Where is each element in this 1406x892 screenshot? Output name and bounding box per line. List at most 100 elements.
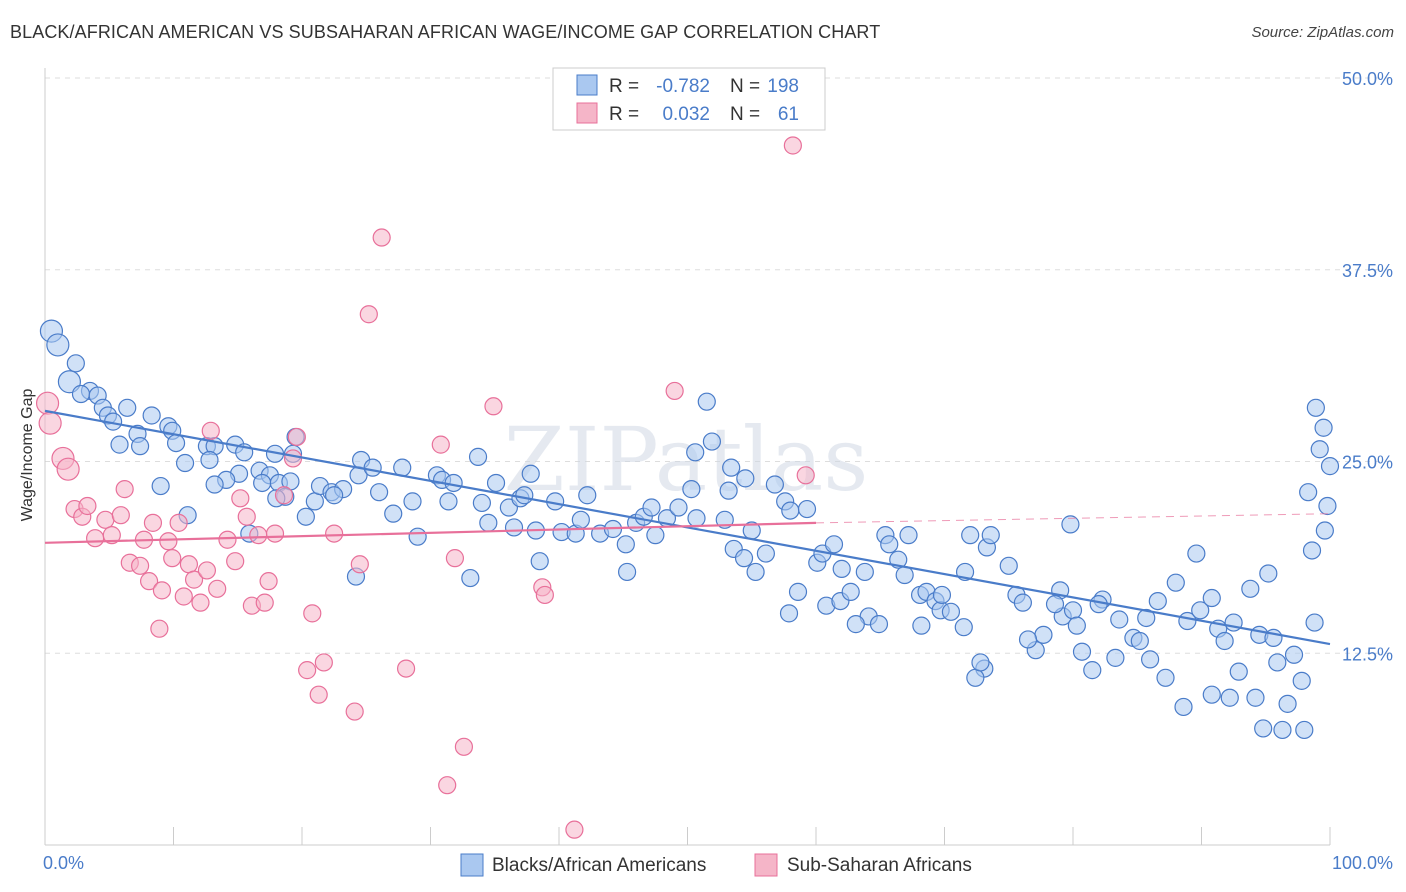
blacks-point-35 — [305, 492, 324, 511]
blacks-point-138 — [1130, 631, 1149, 651]
blacks-point-63 — [571, 510, 590, 529]
blacks-point-192 — [1273, 720, 1292, 740]
blacks-point-79 — [736, 469, 755, 488]
blacks-point-75 — [686, 443, 705, 462]
blacks-point-8 — [118, 398, 137, 417]
blacks-point-168 — [1306, 398, 1325, 417]
blacks-point-26 — [200, 450, 219, 470]
trend-line-subsaharan-extension — [815, 513, 1331, 524]
blacks-point-166 — [1320, 457, 1340, 476]
blacks-point-190 — [151, 476, 170, 496]
blacks-point-165 — [1310, 440, 1329, 459]
subsaharan-point-29 — [218, 530, 237, 549]
subsaharan-point-1 — [38, 411, 62, 435]
subsaharan-point-9 — [102, 526, 121, 545]
blacks-point-182 — [408, 527, 427, 546]
blacks-point-103 — [899, 526, 918, 545]
bottom-legend-swatch-blue — [460, 853, 484, 877]
blacks-point-135 — [1106, 648, 1125, 667]
subsaharan-point-21 — [169, 513, 188, 532]
grid-lines — [45, 77, 1395, 654]
blacks-point-16 — [130, 437, 150, 456]
correlation-legend: R = -0.782 N = 198 R = 0.032 N = 61 — [552, 67, 826, 131]
blacks-point-122 — [1034, 625, 1053, 644]
blacks-point-118 — [981, 526, 1000, 545]
subsaharan-point-34 — [249, 526, 268, 545]
blacks-point-140 — [1148, 591, 1167, 611]
blacks-point-105 — [895, 565, 914, 585]
axes — [44, 68, 1331, 846]
subsaharan-point-38 — [274, 486, 294, 505]
subsaharan-point-41 — [298, 661, 317, 680]
subsaharan-point-40 — [287, 427, 306, 447]
blacks-point-117 — [966, 668, 985, 687]
x-tick-label-1: 100.0% — [1332, 853, 1393, 873]
subsaharan-point-26 — [197, 561, 217, 580]
subsaharan-point-43 — [309, 685, 328, 704]
legend-swatch-blue — [576, 74, 598, 96]
subsaharan-point-55 — [484, 397, 503, 416]
blacks-point-169 — [1259, 564, 1278, 583]
legend-n-label-2: N = — [730, 104, 760, 125]
legend-r-value-2: 0.032 — [662, 104, 710, 125]
blacks-point-89 — [788, 582, 808, 601]
subsaharan-point-18 — [152, 581, 172, 600]
legend-n-value-1: 198 — [767, 76, 799, 97]
blacks-point-171 — [1202, 685, 1221, 704]
subsaharan-point-3 — [56, 457, 80, 481]
blacks-point-17 — [166, 433, 186, 453]
blacks-point-145 — [1174, 697, 1193, 717]
subsaharan-point-59 — [665, 381, 684, 401]
subsaharan-point-16 — [143, 513, 163, 532]
blacks-point-11 — [142, 406, 161, 425]
legend-r-label-2: R = — [609, 104, 639, 125]
blacks-point-174 — [912, 616, 931, 635]
blacks-point-45 — [403, 492, 422, 511]
blacks-point-31 — [253, 473, 272, 493]
blacks-point-41 — [363, 458, 382, 477]
series-legend: Blacks/African Americans Sub-Saharan Afr… — [460, 853, 972, 877]
blacks-point-193 — [1254, 719, 1273, 738]
subsaharan-point-48 — [359, 305, 378, 324]
blacks-point-100 — [869, 615, 889, 634]
y-tick-label-2: 37.5% — [1342, 261, 1393, 281]
blacks-point-144 — [1187, 544, 1206, 563]
subsaharan-point-30 — [226, 552, 245, 571]
subsaharan-point-17 — [150, 619, 169, 638]
blacks-point-167 — [1314, 418, 1333, 437]
series-blacks-points — [39, 319, 1340, 740]
subsaharan-point-45 — [325, 524, 344, 543]
subsaharan-point-22 — [174, 587, 193, 606]
subsaharan-point-58 — [565, 820, 584, 839]
subsaharan-point-61 — [796, 466, 815, 485]
blacks-point-53 — [486, 473, 506, 493]
blacks-point-130 — [1072, 642, 1092, 661]
legend-swatch-pink — [576, 102, 598, 124]
blacks-point-160 — [1305, 613, 1324, 632]
blacks-point-73 — [687, 509, 706, 528]
subsaharan-point-28 — [208, 579, 227, 598]
trend-line-blacks — [44, 409, 1331, 646]
blacks-point-150 — [1229, 662, 1248, 681]
subsaharan-point-54 — [454, 737, 474, 756]
blacks-point-156 — [1268, 653, 1287, 672]
blacks-point-184 — [325, 486, 344, 505]
blacks-point-121 — [1013, 593, 1032, 612]
subsaharan-point-31 — [231, 489, 250, 508]
blacks-point-141 — [1156, 668, 1175, 687]
blacks-point-85 — [756, 544, 775, 563]
blacks-point-93 — [824, 535, 844, 554]
blacks-point-76 — [682, 480, 701, 499]
bottom-legend-label-blue: Blacks/African Americans — [492, 855, 706, 876]
subsaharan-point-27 — [201, 421, 220, 440]
blacks-point-119 — [999, 556, 1018, 575]
legend-r-label-1: R = — [609, 76, 639, 97]
subsaharan-point-52 — [438, 776, 457, 795]
blacks-point-15 — [110, 435, 129, 454]
subsaharan-point-50 — [396, 659, 416, 678]
blacks-point-78 — [722, 458, 741, 477]
blacks-point-74 — [697, 392, 716, 411]
blacks-point-170 — [1246, 688, 1265, 707]
subsaharan-point-7 — [86, 529, 105, 548]
